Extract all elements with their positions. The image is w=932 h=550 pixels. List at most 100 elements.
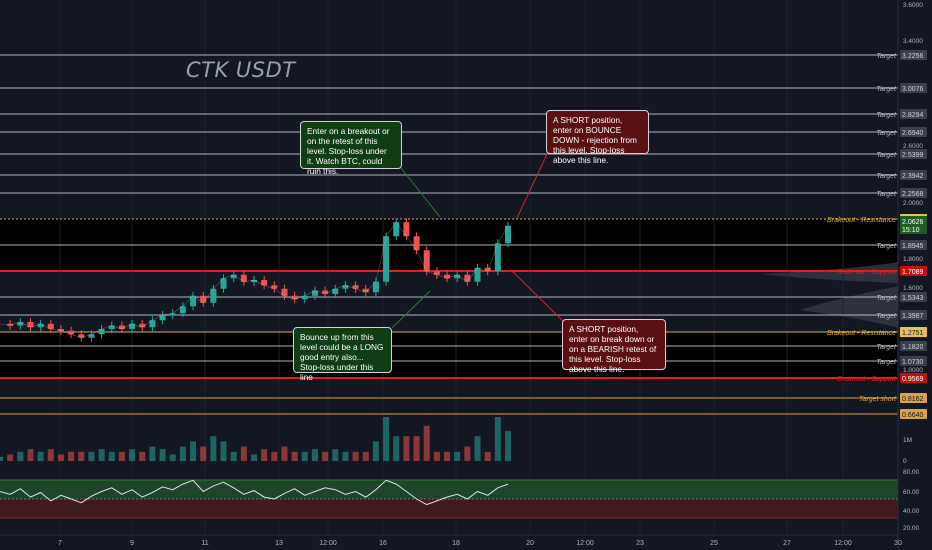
level-label: Target short (859, 396, 897, 403)
volume-bar (505, 431, 511, 461)
y-tick-label: 1.8000 (903, 256, 923, 263)
candle-body (78, 334, 85, 338)
chart-title: CTK USDT (186, 58, 296, 82)
volume-tick-label: 0 (903, 458, 907, 465)
level-label: Brakeout - Support (837, 269, 897, 276)
volume-bar (444, 451, 451, 461)
level-label: Target (876, 295, 897, 302)
candle-body (454, 274, 461, 279)
volume-bar (271, 451, 278, 461)
price-tag-bg (900, 393, 927, 403)
price-tag-bg (900, 188, 927, 198)
x-tick-label: 12:00 (319, 540, 337, 547)
x-tick-label: 12:00 (834, 540, 852, 547)
pointer-long-bounce (391, 290, 431, 329)
candle-body (169, 313, 176, 316)
volume-bar (474, 436, 481, 461)
volume-bar (68, 451, 75, 461)
price-tag: 1.2751 (902, 330, 924, 337)
volume-bar (118, 451, 125, 461)
candle-body (190, 295, 197, 307)
callout-short-breakdown: A SHORT position, enter on break down or… (562, 319, 666, 374)
volume-bar (393, 436, 400, 461)
candle-body (281, 288, 288, 296)
candle-body (413, 236, 420, 251)
price-tag: 0.9569 (902, 376, 924, 383)
candle-body (464, 274, 471, 282)
pointer-short-bounce (516, 151, 549, 219)
volume-bar (190, 441, 197, 461)
price-tag: 0.8162 (902, 396, 924, 403)
price-tag: 3.0076 (902, 86, 924, 93)
level-label: Target (876, 243, 897, 250)
volume-bar (383, 417, 390, 461)
price-tag-bg (900, 341, 927, 351)
volume-bar (413, 436, 420, 461)
candle-body (220, 278, 227, 289)
price-tag-bg (900, 127, 927, 137)
volume-bar (179, 446, 186, 461)
candle-body (423, 250, 430, 272)
candle-body (301, 295, 308, 300)
candle-body (444, 274, 451, 279)
price-tag-bg (900, 292, 927, 302)
price-tag: 1.1820 (902, 344, 924, 351)
candle-body (372, 281, 379, 293)
callout-long-entry: Enter on a breakout or on the retest of … (300, 121, 402, 176)
candle-body (261, 280, 268, 286)
y-tick-label: 2.0000 (903, 200, 923, 207)
level-label: Target (876, 173, 897, 180)
candle-body (57, 329, 64, 331)
y-tick-label: 3.4000 (903, 38, 923, 45)
volume-bar (301, 451, 308, 461)
volume-bar (88, 451, 95, 461)
volume-bar (251, 454, 257, 461)
candle-body (484, 267, 491, 272)
x-tick-label: 9 (130, 540, 134, 547)
volume-bar (159, 449, 166, 461)
price-tag: 1.3987 (902, 313, 924, 320)
volume-tick-label: 1M (903, 437, 912, 444)
volume-bar (433, 451, 440, 461)
price-line (0, 221, 509, 339)
volume-bar (98, 449, 105, 461)
price-tag-bg (900, 109, 927, 119)
pointer-short-breakdown (510, 269, 564, 322)
price-tag: 1.5343 (902, 295, 924, 302)
level-label: Brakeout - Resistance (827, 330, 896, 337)
price-tag: 2.5399 (902, 152, 924, 159)
pointer-long-entry (400, 167, 441, 218)
level-label: Target (876, 130, 897, 137)
candle-body (129, 323, 136, 329)
level-label: Target (876, 86, 897, 93)
lower-resistance-support-zone (0, 332, 898, 378)
level-label: Brakeout - Support (837, 376, 897, 383)
candle-body (383, 236, 390, 282)
volume-bar (332, 449, 339, 461)
volume-bar (149, 446, 156, 461)
volume-bar (454, 451, 461, 461)
price-tag-bg (900, 149, 927, 159)
y-tick-label: 80.00 (903, 469, 920, 476)
volume-bar (0, 457, 3, 461)
volume-bar (484, 451, 491, 461)
candle-body (271, 285, 278, 289)
candle-body (210, 288, 217, 303)
candle-body (433, 271, 440, 275)
volume-bar (403, 436, 410, 461)
volume-bar (230, 451, 237, 461)
y-tick-label: 60.00 (903, 489, 920, 496)
volume-bar (261, 449, 268, 461)
candle-body (37, 323, 44, 328)
current-price: 2.0626 (902, 219, 924, 226)
volume-bar (17, 451, 24, 461)
candle-body (291, 295, 298, 300)
volume-bar (352, 451, 359, 461)
price-tag: 2.6940 (902, 130, 924, 137)
candle-body (139, 323, 146, 328)
candle-body (98, 329, 105, 335)
price-tag: 2.3942 (902, 173, 924, 180)
candle-body (251, 280, 257, 282)
candle-body (403, 222, 410, 237)
